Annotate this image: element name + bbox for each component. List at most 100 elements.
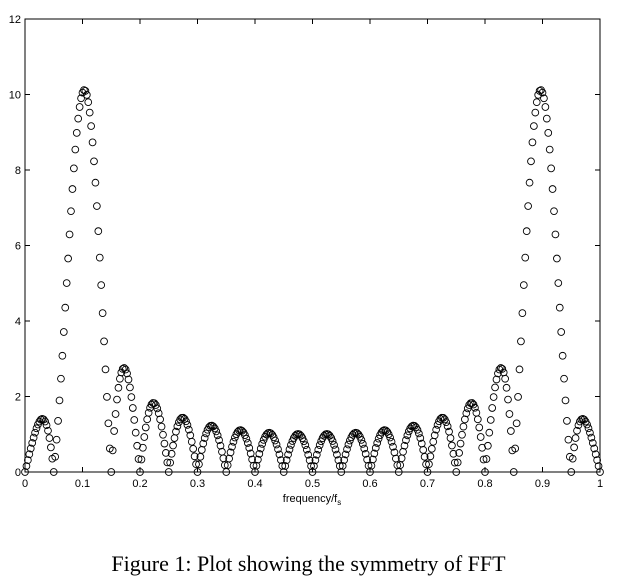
data-point bbox=[406, 424, 415, 433]
data-point bbox=[218, 447, 226, 456]
data-point bbox=[448, 441, 456, 450]
data-point bbox=[42, 421, 51, 430]
data-point bbox=[588, 439, 597, 447]
data-point bbox=[402, 436, 410, 444]
data-point bbox=[512, 419, 521, 428]
data-point bbox=[134, 455, 143, 463]
data-point bbox=[104, 419, 113, 428]
data-point bbox=[560, 374, 568, 383]
data-point bbox=[361, 449, 370, 458]
y-tick-label: 8 bbox=[15, 165, 21, 177]
data-point bbox=[189, 444, 198, 453]
data-point bbox=[419, 446, 428, 454]
data-point bbox=[330, 441, 338, 449]
data-point bbox=[74, 114, 83, 123]
data-point bbox=[127, 393, 136, 401]
data-point bbox=[82, 91, 91, 99]
data-point bbox=[400, 441, 409, 450]
data-point bbox=[241, 431, 249, 439]
data-point bbox=[443, 422, 452, 431]
data-point bbox=[522, 227, 531, 236]
data-point bbox=[242, 434, 251, 443]
data-point bbox=[59, 328, 68, 336]
data-point bbox=[504, 395, 512, 404]
data-point bbox=[71, 145, 80, 154]
data-point bbox=[185, 425, 193, 434]
data-point bbox=[519, 281, 528, 289]
y-tick-label: 10 bbox=[9, 90, 21, 102]
data-point bbox=[331, 445, 340, 454]
data-point bbox=[302, 445, 311, 454]
data-point bbox=[389, 442, 397, 451]
data-point bbox=[137, 455, 146, 464]
data-point bbox=[64, 254, 72, 263]
data-point bbox=[58, 351, 67, 360]
data-point bbox=[371, 444, 380, 452]
data-point bbox=[517, 337, 525, 346]
data-point bbox=[449, 449, 458, 458]
y-tick-label: 4 bbox=[15, 316, 21, 328]
data-point bbox=[170, 434, 179, 442]
data-point bbox=[475, 423, 484, 432]
data-point bbox=[551, 230, 560, 239]
data-point bbox=[41, 417, 49, 426]
data-point bbox=[153, 404, 162, 413]
data-point bbox=[26, 444, 35, 453]
data-point bbox=[169, 441, 177, 450]
data-point bbox=[128, 404, 137, 412]
data-point bbox=[91, 178, 100, 187]
x-axis: 0 0.1 0.2 0.3 0.4 0.5 0.6 0.7 0.8 0.9 1 bbox=[22, 19, 603, 490]
data-point bbox=[558, 351, 567, 360]
data-point bbox=[489, 393, 498, 401]
data-point bbox=[65, 230, 74, 239]
data-point bbox=[573, 426, 581, 435]
data-point bbox=[98, 309, 107, 317]
x-tick-label: 0.9 bbox=[535, 478, 550, 490]
data-point bbox=[44, 426, 52, 435]
data-point bbox=[52, 435, 61, 444]
data-point bbox=[85, 108, 94, 117]
data-point bbox=[479, 455, 488, 464]
data-point bbox=[195, 460, 203, 469]
data-point bbox=[256, 444, 265, 453]
data-point bbox=[491, 383, 499, 392]
data-point bbox=[55, 396, 64, 405]
data-point bbox=[343, 445, 351, 454]
data-point bbox=[433, 421, 442, 429]
data-point bbox=[542, 114, 551, 123]
data-point bbox=[243, 439, 252, 447]
data-point bbox=[446, 434, 455, 442]
x-tick-label: 0.4 bbox=[247, 478, 262, 490]
data-point bbox=[87, 122, 95, 130]
data-point bbox=[568, 454, 577, 463]
y-axis: 0 2 4 6 8 10 12 bbox=[9, 14, 600, 479]
data-point bbox=[36, 415, 45, 424]
data-point bbox=[100, 337, 108, 346]
data-point bbox=[430, 431, 439, 440]
data-point bbox=[88, 138, 97, 147]
data-point bbox=[344, 440, 353, 449]
data-point bbox=[151, 401, 160, 409]
data-point bbox=[162, 449, 170, 457]
data-point bbox=[594, 462, 603, 470]
data-point bbox=[202, 429, 210, 438]
data-point bbox=[373, 439, 382, 447]
data-point bbox=[266, 429, 275, 438]
data-point bbox=[555, 303, 564, 312]
data-point bbox=[335, 462, 344, 470]
data-point bbox=[527, 157, 535, 166]
data-point bbox=[305, 456, 314, 465]
data-point bbox=[514, 393, 522, 401]
data-point bbox=[315, 441, 324, 450]
data-point bbox=[126, 383, 134, 392]
data-point bbox=[310, 462, 318, 470]
data-point bbox=[547, 164, 555, 173]
data-point bbox=[208, 421, 216, 430]
data-point bbox=[167, 449, 176, 458]
data-point bbox=[544, 129, 553, 137]
data-point bbox=[72, 129, 81, 137]
data-point bbox=[272, 440, 281, 449]
data-point bbox=[482, 455, 491, 463]
data-point bbox=[429, 437, 438, 446]
